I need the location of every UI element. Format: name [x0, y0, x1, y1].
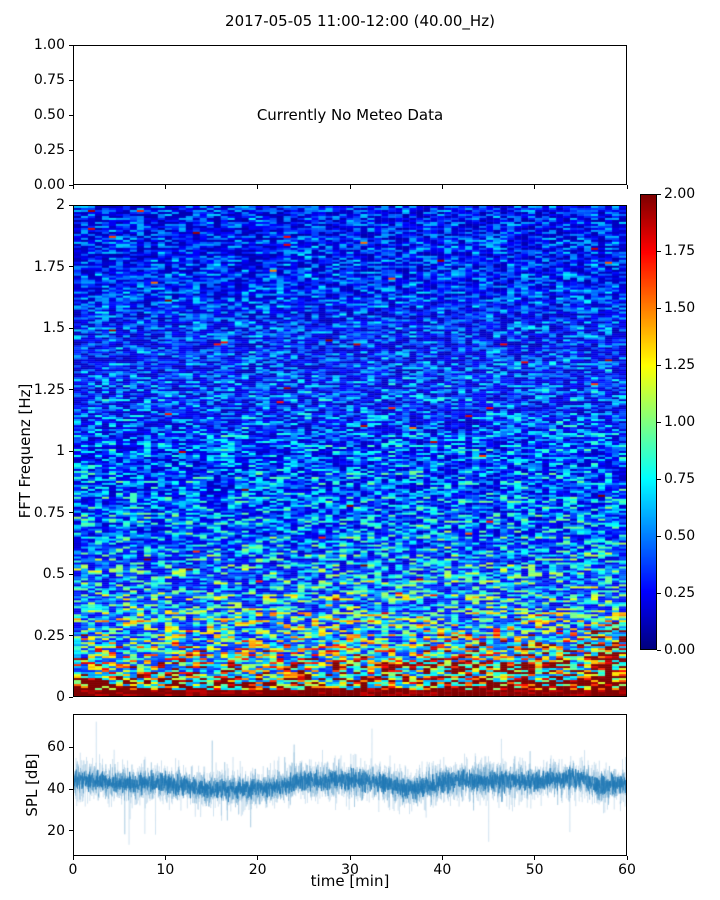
y-tick-label: 20: [47, 822, 65, 839]
y-tick: [69, 830, 73, 832]
y-tick-label: 40: [47, 781, 65, 798]
y-tick-label: 60: [47, 739, 65, 756]
y-tick-label: 1.00: [33, 37, 65, 53]
y-tick-label: 1.75: [33, 258, 65, 275]
x-tick: [534, 856, 536, 860]
meteo-panel: Currently No Meteo Data: [73, 45, 627, 185]
colorbar-tick-label: 0.00: [664, 642, 696, 658]
y-tick-label: 0.50: [33, 107, 65, 123]
x-tick-label: 20: [248, 862, 267, 878]
colorbar-tick-label: 0.50: [664, 528, 696, 544]
y-tick-label: 0.75: [33, 504, 65, 521]
x-tick: [441, 185, 443, 189]
colorbar-tick-label: 1.00: [664, 414, 696, 430]
x-tick-label: 30: [341, 862, 359, 878]
x-tick: [72, 185, 74, 189]
y-tick: [69, 149, 73, 151]
y-tick: [69, 389, 73, 390]
y-tick: [69, 635, 73, 636]
x-tick: [164, 185, 166, 189]
spl-panel: [73, 714, 627, 856]
y-tick-label: 1.5: [42, 320, 65, 336]
colorbar-tick-label: 0.25: [664, 585, 696, 601]
y-tick: [69, 746, 73, 748]
colorbar-tick: [657, 421, 661, 423]
x-tick: [257, 185, 259, 189]
y-tick-label: 0.25: [33, 627, 65, 644]
y-tick-label: 0.5: [42, 566, 65, 582]
spl-xlabel: time [min]: [310, 872, 390, 890]
x-tick-label: 0: [68, 862, 78, 878]
y-tick: [69, 788, 73, 790]
y-tick: [69, 79, 73, 81]
x-tick: [257, 856, 259, 860]
x-tick: [534, 185, 536, 189]
y-tick: [69, 327, 73, 329]
colorbar: [640, 194, 657, 650]
y-tick: [69, 573, 73, 575]
colorbar-tick: [657, 307, 661, 309]
x-tick-label: 10: [156, 862, 175, 878]
y-tick: [69, 266, 73, 267]
colorbar-gradient: [641, 195, 656, 649]
x-tick: [626, 856, 628, 860]
y-tick: [69, 114, 73, 116]
x-tick: [626, 185, 628, 189]
colorbar-tick: [657, 364, 661, 366]
meteo-message: Currently No Meteo Data: [256, 106, 444, 124]
colorbar-tick: [657, 193, 661, 195]
y-tick: [69, 696, 73, 698]
y-tick-label: 0: [56, 689, 65, 705]
colorbar-tick-label: 1.25: [664, 357, 696, 373]
colorbar-tick-label: 2.00: [664, 186, 696, 202]
y-tick-label: 0.75: [33, 72, 65, 88]
colorbar-tick: [657, 649, 661, 651]
y-tick: [69, 204, 73, 206]
colorbar-tick-label: 1.75: [664, 243, 696, 259]
spectrogram-heatmap: [74, 206, 626, 696]
x-tick: [441, 856, 443, 860]
x-tick-label: 50: [525, 862, 544, 878]
y-tick-label: 1: [56, 443, 65, 459]
y-tick: [69, 450, 73, 452]
y-tick-label: 1.25: [33, 381, 65, 398]
y-tick: [69, 44, 73, 46]
x-tick: [164, 856, 166, 860]
x-tick-label: 40: [433, 862, 452, 878]
x-tick: [72, 856, 74, 860]
colorbar-tick: [657, 535, 661, 537]
x-tick: [349, 185, 351, 189]
x-tick-label: 60: [618, 862, 636, 878]
spectrogram-panel: [73, 205, 627, 697]
figure-title: 2017-05-05 11:00-12:00 (40.00_Hz): [225, 12, 495, 30]
y-tick: [69, 512, 73, 513]
x-tick: [349, 856, 351, 860]
y-tick-label: 0.25: [33, 142, 65, 158]
y-tick-label: 2: [56, 197, 65, 213]
colorbar-tick-label: 0.75: [664, 471, 696, 487]
colorbar-tick: [657, 250, 661, 252]
spl-line-plot: [74, 715, 626, 855]
colorbar-tick: [657, 592, 661, 594]
y-tick: [69, 184, 73, 186]
colorbar-tick: [657, 478, 661, 480]
y-tick-label: 0.00: [33, 177, 65, 193]
colorbar-tick-label: 1.50: [664, 300, 696, 316]
